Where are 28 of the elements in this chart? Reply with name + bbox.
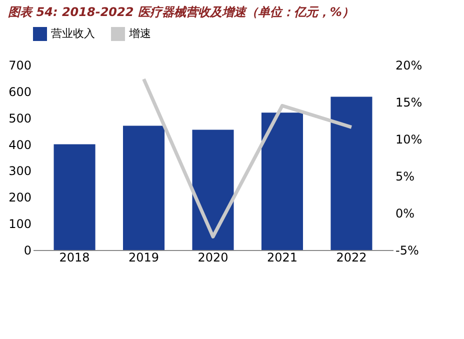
x-tick-label: 2018 <box>59 250 90 264</box>
y2-tick-label: 10% <box>396 132 422 146</box>
bar <box>192 130 234 250</box>
legend-label: 增速 <box>128 27 151 40</box>
bar <box>330 96 372 250</box>
y-tick-label: 200 <box>8 190 32 205</box>
y-tick-label: 500 <box>8 111 32 126</box>
y2-tick-label: 5% <box>396 170 415 184</box>
bar <box>54 144 96 250</box>
bar <box>123 126 165 250</box>
line-series <box>142 77 354 238</box>
y-tick-label: 400 <box>8 138 32 152</box>
chart-title: 图表 54: 2018-2022 医疗器械营收及增速（单位：亿元，%） <box>8 5 354 19</box>
y2-tick-label: 15% <box>396 96 422 110</box>
y-tick-label: 600 <box>8 84 32 99</box>
x-tick-label: 2020 <box>198 250 228 264</box>
y-tick-label: 300 <box>8 164 32 178</box>
x-tick-label: 2019 <box>128 250 160 264</box>
bar <box>261 112 303 250</box>
y-tick-label: 700 <box>8 58 32 72</box>
legend-label: 营业收入 <box>51 27 95 40</box>
y2-tick-label: 20% <box>396 58 422 72</box>
y2-tick-label: 0% <box>396 206 415 220</box>
x-tick-label: 2021 <box>266 250 298 264</box>
y2-tick-label: -5% <box>396 244 419 258</box>
y-tick-label: 100 <box>8 217 32 232</box>
y-tick-label: 0 <box>24 244 32 258</box>
x-tick-label: 2022 <box>336 250 367 264</box>
